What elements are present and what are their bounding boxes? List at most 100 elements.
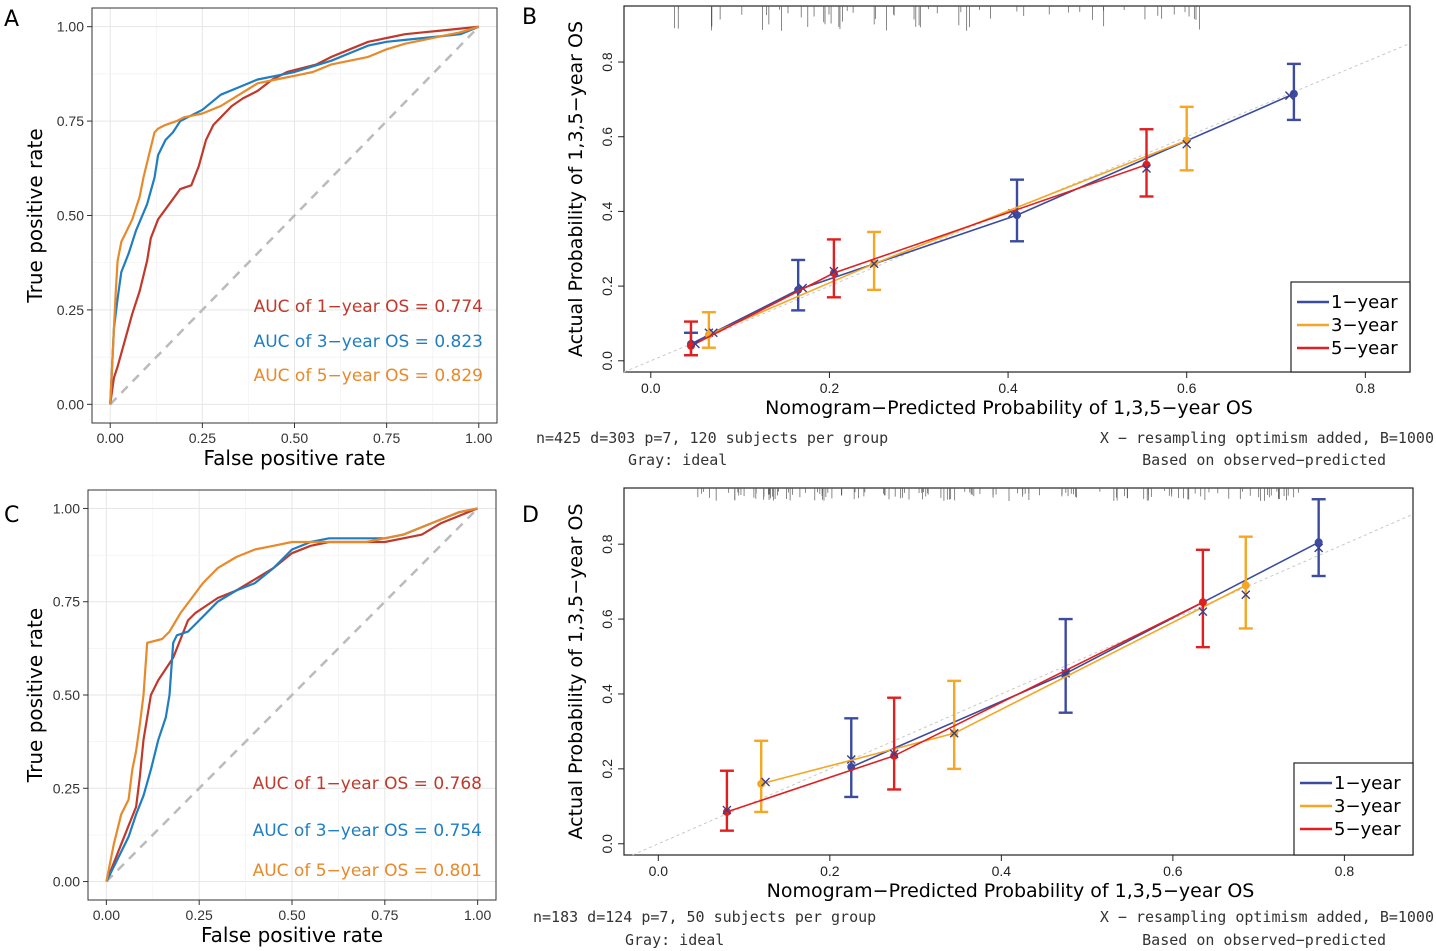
ideal-line [623,42,1411,373]
y-tick-label: 0.8 [599,52,615,72]
legend-box [1290,281,1411,373]
legend-label: 1−year [1331,292,1398,313]
footnote-method-note: Based on observed−predicted [1142,931,1386,949]
y-tick-label: 0.2 [599,759,615,779]
panel-label-c: C [4,503,19,528]
x-tick-label: 0.0 [649,863,669,879]
optimism-corrected-point [829,266,839,276]
optimism-corrected-point [889,749,899,759]
roc-panel-c: 0.00 0.00 0.25 0.25 0.50 0.50 0.75 0.75 1.00 1.00… [23,489,497,947]
y-tick-label: 0.0 [599,834,615,854]
footnote-sample-info: n=183 d=124 p=7, 50 subjects per group [533,908,876,926]
x-tick-label: 0.8 [1335,863,1355,879]
y-axis-title: True positive rate [23,608,47,783]
optimism-corrected-point [1284,91,1294,101]
calibration-point [757,779,766,788]
optimism-corrected-point [949,728,959,738]
reference-diagonal [105,507,479,883]
calibration-line-1−year [690,93,1295,345]
y-tick-label: 1.00 [53,500,80,516]
calibration-point [1314,538,1323,547]
x-axis-title: Nomogram−Predicted Probability of 1,3,5−… [767,880,1255,902]
x-tick-label: 0.2 [820,380,840,396]
legend-label: 3−year [1334,796,1401,817]
x-tick-label: 0.25 [189,430,216,446]
calibration-point [722,807,731,816]
optimism-corrected-point [869,259,879,269]
y-tick-label: 0.0 [599,351,615,371]
footnote-method-note: Based on observed−predicted [1142,451,1386,469]
y-tick-label: 0.00 [57,396,84,412]
x-tick-label: 0.6 [1177,380,1197,396]
calibration-point [1198,598,1207,607]
roc-panel-a: 0.00 0.00 0.25 0.25 0.50 0.50 0.75 0.75 1.00 1.00… [23,7,498,470]
panel-label-d: D [522,503,539,528]
optimism-corrected-point [1241,590,1251,600]
y-tick-label: 0.2 [599,276,615,296]
plot-border [623,487,1414,856]
footnote-resampling-note: X − resampling optimism added, B=1000 [1100,908,1434,926]
auc-annotation: AUC of 3−year OS = 0.823 [254,332,483,352]
y-axis-title: True positive rate [23,128,47,303]
calibration-panel-d: 0.0 0.0 0.2 0.2 0.4 0.4 0.6 0.6 0.8 0.8 Nomogram−P… [533,487,1434,949]
x-tick-label: 1.00 [465,430,492,446]
y-tick-label: 0.50 [53,687,80,703]
reference-diagonal [109,25,480,406]
ideal-line [632,513,1414,856]
auc-annotation: AUC of 5−year OS = 0.801 [253,861,482,881]
x-tick-label: 0.50 [278,907,305,923]
y-tick-label: 0.6 [599,609,615,629]
y-tick-label: 0.6 [599,127,615,147]
calibration-point [686,341,695,350]
y-tick-label: 0.25 [57,302,84,318]
y-tick-label: 0.00 [53,874,80,890]
y-axis-title: Actual Probability of 1,3,5−year OS [565,21,587,357]
roc-curve-1-year [109,25,479,405]
calibration-panel-b: 0.0 0.0 0.2 0.2 0.4 0.4 0.6 0.6 0.8 0.8 Nomogram−P… [536,5,1434,469]
auc-annotation: AUC of 1−year OS = 0.768 [253,774,482,794]
calibration-point [829,269,838,278]
y-axis-title: Actual Probability of 1,3,5−year OS [565,503,587,839]
roc-curve-5-year [105,507,478,882]
x-tick-label: 0.8 [1356,380,1376,396]
y-tick-label: 0.50 [57,208,84,224]
panel-label-a: A [4,7,19,32]
auc-annotation: AUC of 3−year OS = 0.754 [253,821,482,841]
legend-box [1293,762,1414,856]
auc-annotation: AUC of 1−year OS = 0.774 [254,297,483,317]
footnote-ideal-note: Gray: ideal [625,931,724,949]
x-tick-label: 0.50 [281,430,308,446]
x-tick-label: 0.25 [186,907,213,923]
legend-label: 1−year [1334,773,1401,794]
y-tick-label: 0.8 [599,534,615,554]
footnote-ideal-note: Gray: ideal [628,451,727,469]
x-tick-label: 0.0 [641,380,661,396]
x-tick-label: 1.00 [464,907,491,923]
x-tick-label: 0.6 [1163,863,1183,879]
footnote-sample-info: n=425 d=303 p=7, 120 subjects per group [536,429,888,447]
x-axis-title: False positive rate [204,446,386,470]
y-tick-label: 1.00 [57,19,84,35]
legend-label: 5−year [1331,338,1398,359]
x-tick-label: 0.75 [371,907,398,923]
x-tick-label: 0.4 [992,863,1012,879]
x-tick-label: 0.75 [373,430,400,446]
optimism-corrected-point [722,805,732,815]
footnote-resampling-note: X − resampling optimism added, B=1000 [1100,429,1434,447]
legend-label: 3−year [1331,315,1398,336]
optimism-corrected-point [1182,139,1192,149]
calibration-point [1241,581,1250,590]
y-tick-label: 0.4 [599,684,615,704]
x-tick-label: 0.00 [97,430,124,446]
optimism-corrected-point [1314,543,1324,553]
roc-curve-1-year [105,507,479,882]
x-tick-label: 0.4 [998,380,1018,396]
x-axis-title: Nomogram−Predicted Probability of 1,3,5−… [765,397,1253,419]
auc-annotation: AUC of 5−year OS = 0.829 [254,366,483,386]
optimism-corrected-point [761,777,770,787]
optimism-corrected-point [1198,607,1208,617]
roc-curve-3-year [109,25,480,405]
y-tick-label: 0.4 [599,201,615,221]
y-tick-label: 0.25 [53,780,80,796]
